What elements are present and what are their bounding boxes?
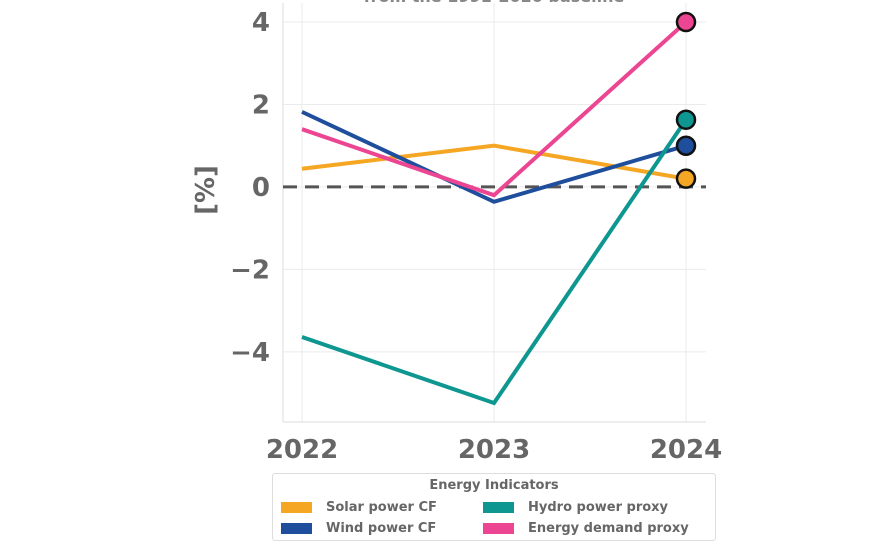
legend-swatch	[483, 523, 514, 534]
legend-item-wind: Wind power CF	[281, 521, 436, 536]
x-tick-label: 2022	[266, 435, 338, 465]
legend-item-hydro: Hydro power proxy	[483, 500, 668, 515]
y-tick-label: 0	[252, 173, 270, 203]
end-marker	[675, 168, 697, 189]
y-axis-label: [%]	[191, 165, 221, 215]
y-tick-label: −2	[230, 255, 270, 285]
legend-label: Solar power CF	[326, 500, 437, 515]
x-tick-label: 2023	[458, 435, 530, 465]
series-line-solar-power-cf	[301, 143, 687, 181]
series-line-energy-demand-proxy	[301, 20, 688, 198]
legend-swatch	[483, 502, 514, 513]
legend-item-solar: Solar power CF	[281, 500, 437, 515]
legend-item-demand: Energy demand proxy	[483, 521, 689, 536]
legend: Energy Indicators Solar power CF Wind po…	[272, 473, 716, 541]
legend-swatch	[281, 523, 312, 534]
legend-label: Hydro power proxy	[528, 500, 669, 515]
end-marker	[675, 11, 697, 33]
series-line-hydro-power-proxy	[301, 118, 688, 406]
x-tick-label: 2024	[650, 435, 722, 465]
legend-label: Energy demand proxy	[528, 521, 689, 536]
y-tick-label: 4	[252, 8, 270, 38]
legend-swatch	[281, 502, 312, 513]
legend-title: Energy Indicators	[429, 478, 559, 493]
series-line-wind-power-cf	[301, 110, 687, 204]
y-tick-label: 2	[252, 90, 270, 120]
legend-label: Wind power CF	[326, 521, 437, 536]
y-tick-label: −4	[230, 338, 270, 368]
end-marker	[675, 109, 697, 130]
end-marker	[675, 135, 697, 156]
